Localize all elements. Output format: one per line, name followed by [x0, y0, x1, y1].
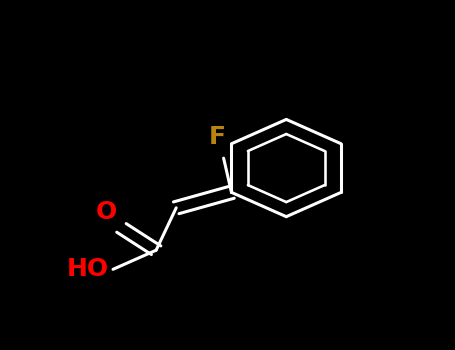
Text: O: O	[96, 201, 117, 224]
Text: HO: HO	[66, 257, 108, 281]
Text: F: F	[208, 126, 225, 149]
